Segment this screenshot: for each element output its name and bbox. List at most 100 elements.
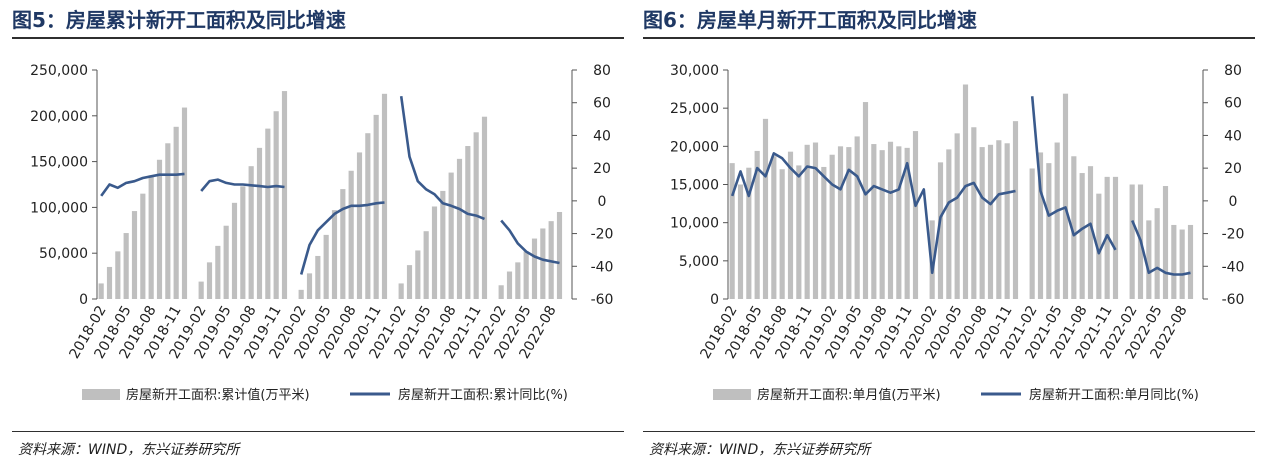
bar [123,233,129,299]
bar [762,118,769,299]
bar [506,271,513,299]
bar [1129,184,1135,299]
bar [531,238,538,299]
bar [1062,93,1069,299]
bar [771,156,777,299]
bar [173,126,179,300]
legend-bar-label: 房屋新开工面积:单月值(万平米) [757,387,941,403]
chart-title: 图5：房屋累计新开工面积及同比增速 [12,8,346,32]
chart-svg: 0 5,000 10,000 15,000 20,000 25,000 30,000 -60 -… [670,63,1245,403]
bar [448,172,454,299]
bar [996,140,1002,299]
bar [954,133,960,299]
series-line [730,96,1191,276]
right-axis-tick-label: 20 [1224,161,1242,177]
bar [871,144,877,299]
bar [331,210,338,299]
bar [962,84,969,300]
bar [896,146,902,299]
right-axis-tick-label: 40 [1224,128,1242,144]
bar [1162,186,1169,299]
bar [979,147,985,299]
right-axis-tick-label: 20 [593,161,611,177]
bar [481,116,488,299]
bar [365,133,371,299]
bar [829,154,835,299]
bar [206,262,213,299]
bar [879,150,885,299]
series-line [100,96,560,275]
bar [746,167,752,299]
bar [987,144,994,299]
left-axis-tick-label: 0 [710,292,719,308]
footer-divider [643,431,1255,432]
title-divider [643,37,1255,39]
left-axis-tick-label: 0 [79,292,88,308]
chart-title: 图6：房屋单月新开工面积及同比增速 [643,8,977,32]
bar [373,114,379,299]
bar [1171,224,1177,299]
bar [273,111,279,299]
legend-bar-swatch [713,389,751,400]
bar [1029,168,1035,299]
left-axis-tick-label: 250,000 [30,63,88,79]
bar [787,151,794,299]
bar [796,165,802,299]
bar [1187,224,1194,299]
bar [971,127,977,299]
bar [540,228,546,299]
bar [423,231,429,299]
right-axis-tick-label: -20 [591,227,614,243]
bar [298,289,304,299]
legend-bar-label: 房屋新开工面积:累计值(万平米) [126,387,310,403]
right-axis-tick-label: 40 [593,128,611,144]
bar [821,166,827,299]
bar [837,146,844,299]
right-axis-tick-label: -60 [591,292,614,308]
title-divider [12,37,624,39]
bar [556,211,563,299]
bar [1079,173,1085,299]
right-axis-tick-label: 80 [1224,63,1242,79]
bar [937,162,944,299]
right-axis-tick-label: -40 [1222,259,1245,275]
bar [1096,193,1102,299]
right-axis-tick-label: -60 [1222,292,1245,308]
bar [779,169,785,299]
bar [181,107,188,299]
bar [131,211,138,299]
chart-panel-right: 图6：房屋单月新开工面积及同比增速 0 5,000 10,000 15,000 20,0… [643,0,1255,468]
bar [215,245,221,299]
bar [98,283,104,299]
right-axis-tick-label: -20 [1222,227,1245,243]
bar [1012,121,1019,299]
left-axis-tick-label: 50,000 [39,246,88,262]
bar [315,255,321,299]
bar [754,150,760,299]
bar [156,159,163,299]
left-axis-tick-label: 15,000 [670,178,719,194]
bar [465,146,471,299]
bar [223,225,229,299]
bar [1004,143,1010,299]
bar [1046,163,1052,299]
chart-panel-left: 图5：房屋累计新开工面积及同比增速 0 50,000 100,000 150,000 2… [12,0,624,468]
left-axis-tick-label: 25,000 [670,101,719,117]
right-axis-tick-label: 60 [1224,96,1242,112]
bar [887,141,894,299]
bar [115,251,121,299]
bar [846,147,852,299]
bar [498,285,504,299]
bar [406,265,413,299]
bar [1112,176,1119,299]
bar [1087,166,1094,299]
bar [306,273,313,299]
bar [231,202,238,299]
right-axis-tick-label: 60 [593,96,611,112]
bar [904,147,910,299]
bar [198,281,204,299]
bar [106,266,113,299]
bar [737,184,744,299]
bar [456,158,463,299]
legend-bar-swatch [82,389,120,400]
